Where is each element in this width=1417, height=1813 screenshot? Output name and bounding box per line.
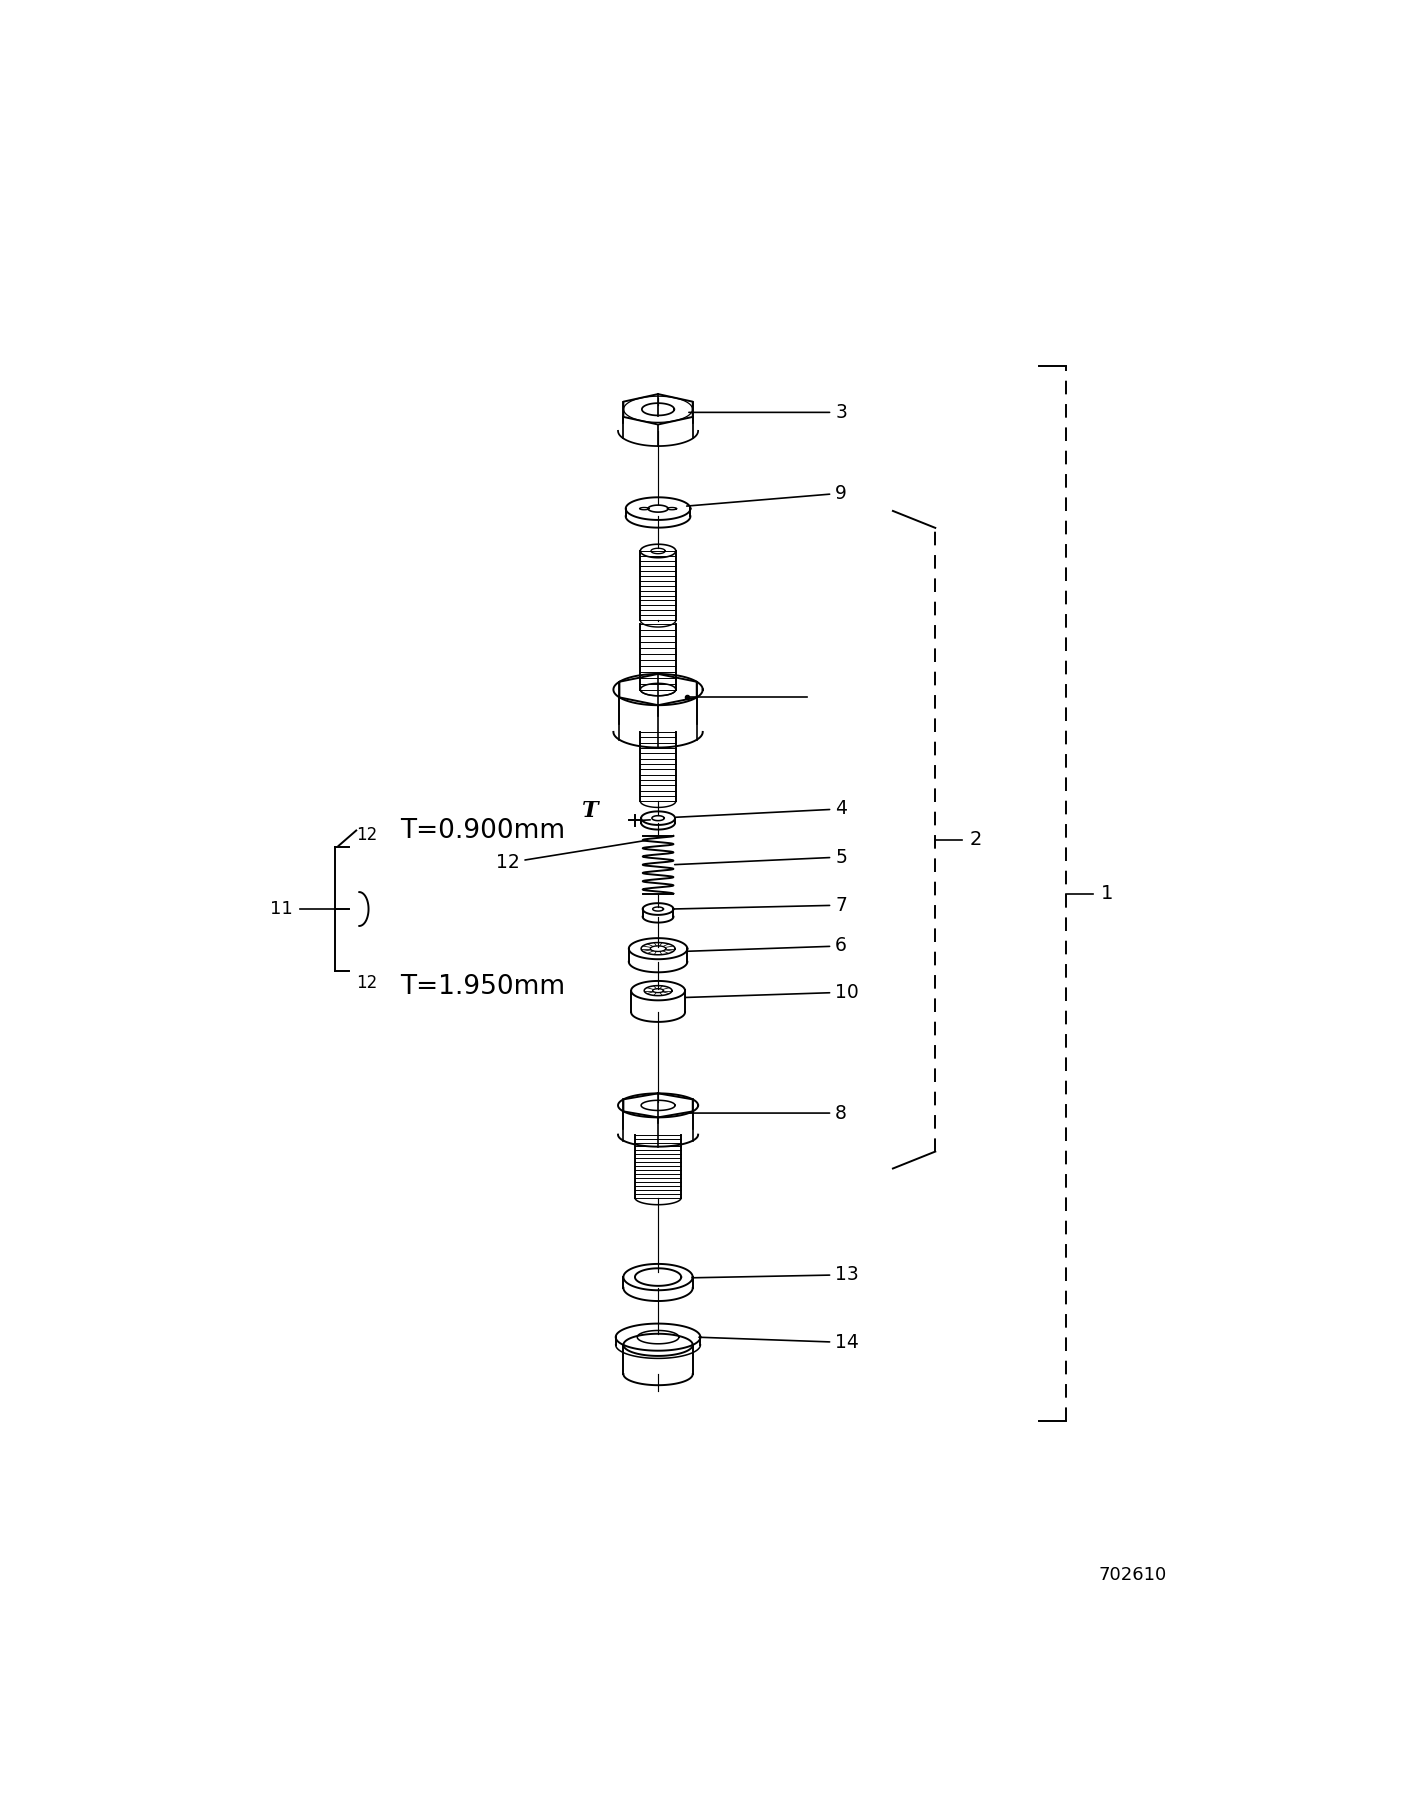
Text: T=0.900mm: T=0.900mm xyxy=(400,818,565,845)
Text: 14: 14 xyxy=(699,1333,859,1352)
Text: 2: 2 xyxy=(969,830,982,848)
Text: 12: 12 xyxy=(356,827,377,845)
Text: 12: 12 xyxy=(496,839,648,872)
Text: 702610: 702610 xyxy=(1098,1566,1166,1585)
Text: T: T xyxy=(582,800,599,823)
Text: 1: 1 xyxy=(1101,885,1114,903)
Text: 7: 7 xyxy=(674,896,847,916)
Text: 11: 11 xyxy=(269,899,292,917)
Text: T=1.950mm: T=1.950mm xyxy=(400,974,565,999)
Text: 9: 9 xyxy=(687,484,847,506)
Text: 6: 6 xyxy=(687,937,847,955)
Text: 8: 8 xyxy=(689,1104,847,1122)
Text: 10: 10 xyxy=(684,983,859,1001)
Text: 4: 4 xyxy=(676,800,847,818)
Text: 13: 13 xyxy=(691,1265,859,1284)
Text: 3: 3 xyxy=(689,402,847,422)
Text: 5: 5 xyxy=(674,847,847,867)
Text: 12: 12 xyxy=(356,974,377,992)
